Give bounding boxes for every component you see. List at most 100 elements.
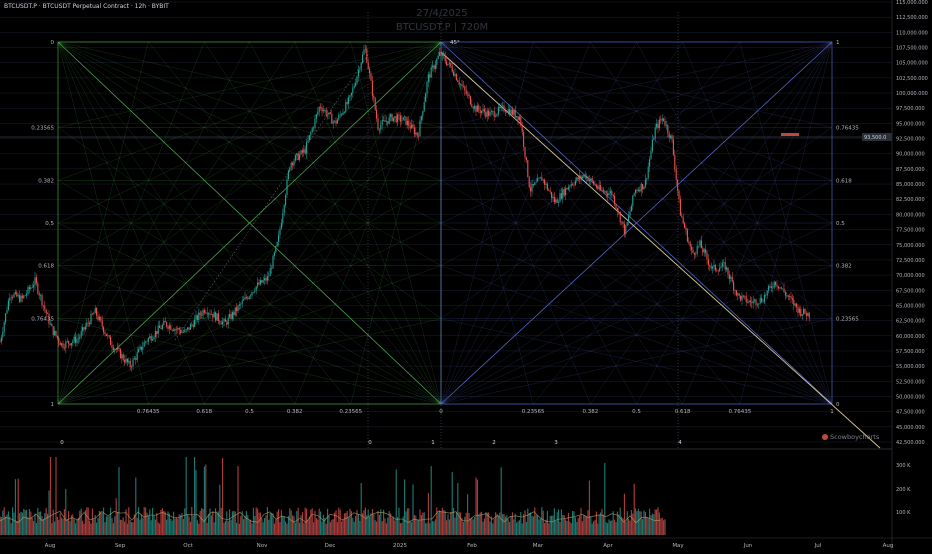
volume-bar [362,513,364,535]
candle-body [231,312,233,320]
volume-bar [496,513,498,535]
candle-body [691,246,693,250]
volume-bar [447,514,449,535]
candle-body [230,314,232,320]
price-tick-label: 82,500.000 [896,197,925,203]
volume-bar [230,519,232,535]
candle-body [105,333,107,337]
candle-body [721,262,723,267]
fan-box-1 [57,41,442,405]
candle-body [433,65,435,69]
candle-body [460,84,462,85]
candle-body [467,94,469,95]
fan-ray [440,41,833,319]
time-tick-label: May [672,543,684,549]
candle-body [114,349,116,350]
volume-bars [0,457,666,535]
candle-body [363,49,365,55]
candle-body [430,67,432,78]
volume-bar [352,517,354,535]
volume-bar [0,517,2,535]
volume-bar [236,522,238,535]
fib-label-right: 0.76435 [836,125,859,131]
volume-bar [251,523,253,535]
volume-bar [573,511,575,535]
candle-body [297,153,299,160]
volume-bar [19,513,21,535]
candle-body [465,90,467,95]
volume-bar [196,520,198,535]
volume-bar [301,512,303,535]
candle-body [756,304,758,306]
fan-ray [440,41,833,128]
volume-bar [112,523,114,535]
volume-bar [437,512,439,535]
candle-body [552,196,554,198]
candle-body [535,181,537,183]
candle-body [133,358,135,360]
candle-body [471,104,473,107]
candle-body [69,343,71,346]
candle-body [699,240,701,246]
volume-bar [268,519,270,535]
candle-body [468,94,470,97]
candle-body [492,111,494,112]
candle-body [507,109,509,113]
candle-body [313,127,315,129]
volume-bar [647,518,649,535]
fan-ray [440,265,833,405]
candle-body [524,146,526,158]
volume-bar [555,520,557,535]
time-tick-label: Nov [257,543,268,549]
price-tick-label: 57,500.000 [896,349,925,355]
volume-bar [384,518,386,535]
volume-bar [264,518,266,535]
volume-bar [294,522,296,535]
price-tick-label: 70,000.000 [896,273,925,279]
candle-body [321,107,323,112]
volume-bar [458,512,460,535]
volume-bar [96,522,98,535]
volume-bar [615,522,617,535]
candle-body [600,185,602,190]
fib-label-left: 1 [51,402,55,408]
volume-bar [534,507,536,535]
volume-bar [152,507,154,535]
candle-body [136,352,138,360]
volume-bar [157,522,159,535]
candle-body [395,116,397,123]
price-tick-label: 55,000.000 [896,364,925,370]
volume-bar [262,522,264,535]
volume-bar [660,518,662,535]
volume-bar [635,508,637,535]
candle-body [84,326,86,330]
candle-body [289,167,291,172]
candle-body [513,110,515,115]
volume-bar [94,515,96,535]
fib-label-left: 0.23565 [31,125,54,131]
volume-bar [446,520,448,535]
candle-body [549,190,551,192]
candle-body [672,139,674,155]
volume-bar [44,512,46,535]
volume-bar [335,510,337,535]
candle-body [499,106,501,109]
volume-bar [195,470,197,535]
candle-body [374,98,376,110]
volume-bar [482,521,484,535]
volume-bar [549,515,551,535]
price-tick-label: 77,500.000 [896,228,925,234]
candle-body [619,212,621,223]
candle-body [399,115,401,122]
candle-body [734,290,736,291]
volume-bar [131,521,133,535]
candle-body [462,86,464,87]
candle-body [154,330,156,338]
candle-body [658,119,660,129]
volume-bar [86,507,88,535]
volume-bar [118,467,120,535]
candle-body [726,267,728,270]
price-tick-label: 47,500.000 [896,410,925,416]
